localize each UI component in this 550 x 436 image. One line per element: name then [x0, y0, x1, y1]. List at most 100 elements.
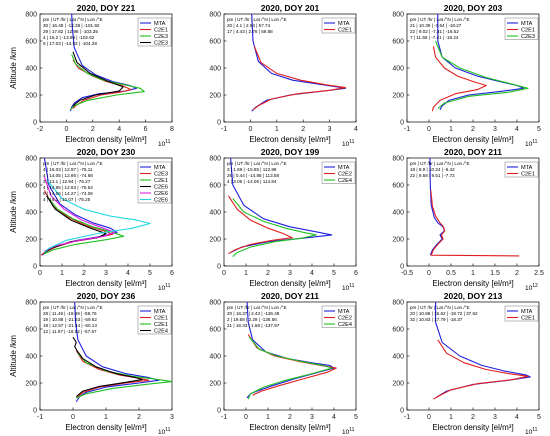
chart-title: 2020, DOY 211: [444, 147, 502, 157]
y-tick-label: 400: [25, 354, 37, 361]
legend-table-row: 30 | 16.48 | -13.38 | -101.92: [43, 23, 100, 28]
chart-title: 2020, DOY 199: [261, 147, 320, 157]
y-tick-label: 0: [217, 408, 221, 415]
legend-table-header: pm | UT /hr | Lat /°N | Lon /°E: [43, 305, 103, 310]
x-axis-scale: 1011: [342, 427, 355, 436]
legend-table-header: pm | UT /hr | Lat /°N | Lon /°E: [43, 17, 103, 22]
y-tick-label: 200: [25, 381, 37, 388]
x-tick-label: 5: [332, 270, 336, 277]
y-tick-label: 800: [25, 300, 37, 307]
x-axis-scale: 1011: [342, 139, 355, 148]
legend-table-row: 28 | 11.46 | -19.69 | -59.76: [43, 311, 97, 316]
series-group: [429, 158, 520, 257]
legend-entry-label: C2E4: [154, 329, 168, 335]
x-tick-label: 6: [170, 270, 174, 277]
series-group: [431, 14, 529, 112]
y-axis-label: Altitude /km: [9, 335, 18, 377]
y-tick-label: 0: [400, 264, 404, 271]
legend-table-row: 3 | 1.69 | -15.85 | 113.98: [227, 167, 277, 172]
y-tick-label: 600: [209, 327, 221, 334]
x-tick-label: 3: [104, 270, 108, 277]
x-tick-label: -1: [221, 126, 227, 133]
chart-title: 2020, DOY 203: [444, 3, 503, 13]
series-line: [435, 40, 529, 109]
y-tick-label: 800: [209, 12, 221, 19]
legend-table-row: 32 | 10.83 | 17.79 | -18.37: [410, 317, 463, 322]
y-axis-label: Altitude /km: [9, 47, 18, 89]
y-tick-label: 0: [33, 120, 37, 127]
y-tick-label: 600: [392, 327, 404, 334]
series-line: [44, 195, 125, 255]
legend-table-row: 4 | 3.05 | -14.05 | 114.84: [227, 179, 277, 184]
x-tick-label: 5: [537, 414, 541, 421]
x-tick-label: 3: [493, 126, 497, 133]
x-axis-scale-exponent: 11: [349, 427, 354, 433]
y-tick-label: 600: [209, 39, 221, 46]
y-tick-label: 600: [25, 183, 37, 190]
series-group: [40, 158, 151, 256]
x-tick-label: 0: [71, 414, 75, 421]
x-axis-scale-exponent: 11: [532, 427, 537, 433]
series-group: [251, 14, 346, 112]
x-tick-label: 5: [537, 126, 541, 133]
legend-table-row: 20 | 4.1 | 2.94 | 57.74: [227, 23, 271, 28]
legend-table-row: 18 | 9.9 | 10.24 | -6.42: [410, 167, 455, 172]
y-tick-label: 0: [217, 120, 221, 127]
x-tick-label: 1: [449, 126, 453, 133]
chart-panel: 2020, DOY 199 0 1 2 3 4 5 6 0 200 400 600 800 Electro…: [209, 147, 358, 292]
y-tick-label: 0: [400, 120, 404, 127]
x-tick-label: 2: [471, 126, 475, 133]
x-axis-label: Electron density [el/m³]: [432, 135, 513, 144]
x-axis-label: Electron density [el/m³]: [432, 279, 513, 288]
legend-table-row: 12 | 11.97 | -18.92 | -57.67: [43, 329, 97, 334]
series-line: [247, 336, 333, 400]
y-tick-label: 600: [25, 39, 37, 46]
legend-entry-label: C2E1: [521, 28, 535, 34]
x-tick-label: 8: [170, 126, 174, 133]
legend-table-row: 4 | 14.85 | 12.63 | -75.54: [43, 185, 93, 190]
legend-table-header: pm | UT /hr | Lat /°N | Lon /°E: [410, 305, 470, 310]
chart-panel: 2020, DOY 211-1 0 1 2 3 4 50200400600800Electr…: [209, 291, 358, 436]
legend-table-row: 17 | 4.43 | 2.76 | 59.88: [227, 29, 273, 34]
x-tick-label: 2: [301, 126, 305, 133]
legend-table-row: 20 | 10.86 | 15.62 | -19.72 | 37.62: [410, 311, 478, 316]
y-tick-label: 800: [392, 156, 404, 163]
x-tick-label: 4: [515, 414, 519, 421]
x-tick-label: -1: [37, 414, 43, 421]
x-tick-label: 1: [275, 126, 279, 133]
legend-table-row: 3 | 13.1 | 12.94 | -76.27: [43, 179, 91, 184]
legend-entry-label: C2E1: [154, 178, 168, 184]
y-tick-label: 200: [209, 93, 221, 100]
legend-entry-label: C2E6: [154, 185, 168, 191]
legend-table-row: 21 | 18.33 | 1.66 | -137.97: [227, 323, 280, 328]
series-line: [72, 336, 143, 397]
y-tick-label: 800: [209, 156, 221, 163]
chart-title: 2020, DOY 213: [444, 291, 503, 301]
x-tick-label: 6: [144, 126, 148, 133]
legend-entry-label: MTA: [521, 165, 533, 171]
y-tick-label: 600: [392, 39, 404, 46]
legend-table-header: pm | UT /hr | Lat /°N | Lon /°E: [227, 161, 287, 166]
y-tick-label: 0: [400, 408, 404, 415]
y-tick-label: 800: [392, 300, 404, 307]
y-tick-label: 0: [33, 408, 37, 415]
legend-entry-label: C2E1: [521, 172, 535, 178]
legend-entry-label: MTA: [521, 309, 533, 315]
x-axis-scale: 1011: [342, 283, 355, 292]
legend-table-row: 9 | 17.03 | -14.53 | -104.28: [43, 41, 97, 46]
legend-table-row: 22 | 9.02 | -7.41 | -16.52: [410, 29, 459, 34]
chart-panel: 2020, DOY 203-1 0 1 2 3 4 50200400600800Electr…: [392, 3, 541, 148]
x-tick-label: 1: [60, 270, 64, 277]
x-axis-scale-exponent: 11: [165, 139, 170, 145]
series-line: [44, 179, 151, 253]
legend-box: [137, 161, 172, 204]
x-tick-label: 0: [427, 126, 431, 133]
series-line: [252, 46, 346, 111]
x-tick-label: 2: [91, 126, 95, 133]
y-tick-label: 200: [25, 93, 37, 100]
y-tick-label: 400: [25, 66, 37, 73]
x-tick-label: 3: [170, 414, 174, 421]
x-tick-label: 4: [515, 126, 519, 133]
y-axis-label: Altitude /km: [9, 191, 18, 233]
y-tick-label: 200: [392, 237, 404, 244]
